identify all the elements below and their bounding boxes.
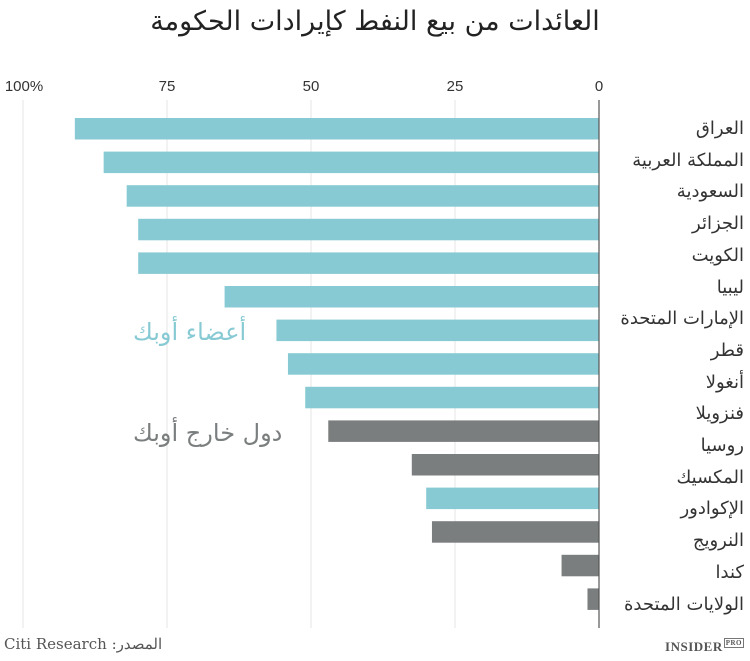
category-label: فنزويلا <box>695 403 744 425</box>
bar-non-opec <box>587 588 599 610</box>
insider-pro-logo: INSIDER PRO <box>665 638 744 654</box>
bar-opec <box>126 185 600 207</box>
bar-non-opec <box>561 554 599 577</box>
legend-non-opec: دول خارج أوبك <box>133 419 283 447</box>
category-label: الإكوادور <box>680 498 744 520</box>
category-label: أنغولا <box>705 371 744 393</box>
bar-opec <box>74 118 600 140</box>
x-tick-label: 0 <box>594 78 604 95</box>
source-note: المصدر: Citi Research <box>4 635 163 653</box>
category-label: السعودية <box>676 181 744 203</box>
category-labels: العراق المملكة العربية السعودية الجزائر الكو… <box>604 113 744 620</box>
category-label: الإمارات المتحدة <box>620 308 744 330</box>
category-label: الولايات المتحدة <box>623 593 744 615</box>
category-label: الجزائر <box>692 213 744 235</box>
bar-opec <box>224 286 599 308</box>
x-tick-label: 75 <box>158 78 176 95</box>
bar-opec <box>276 319 599 342</box>
bar-non-opec <box>411 454 599 476</box>
category-label: المملكة العربية <box>632 149 744 171</box>
bar-opec <box>138 218 599 241</box>
x-tick-label: 50 <box>302 78 320 95</box>
category-label: قطر <box>710 339 744 361</box>
bar-non-opec <box>431 521 599 543</box>
category-label: المكسيك <box>676 466 745 488</box>
bar-opec <box>426 487 599 510</box>
category-label: النرويج <box>692 530 744 552</box>
bar-opec <box>305 386 599 409</box>
bar-non-opec <box>328 420 599 442</box>
legend-opec: أعضاء أوبك <box>133 318 247 346</box>
bar-opec <box>103 151 599 174</box>
category-label: ليبيا <box>716 276 744 298</box>
category-label: العراق <box>695 118 744 139</box>
category-label: كندا <box>715 561 744 583</box>
bar-opec <box>138 252 599 274</box>
x-tick-label: 100% <box>4 78 44 95</box>
category-label: روسيا <box>700 435 744 457</box>
category-label: الكويت <box>691 244 744 266</box>
bar-opec <box>287 353 599 375</box>
x-tick-label: 25 <box>446 78 464 95</box>
chart-title: العائدات من بيع النفط كإيرادات الحكومة <box>150 6 600 37</box>
